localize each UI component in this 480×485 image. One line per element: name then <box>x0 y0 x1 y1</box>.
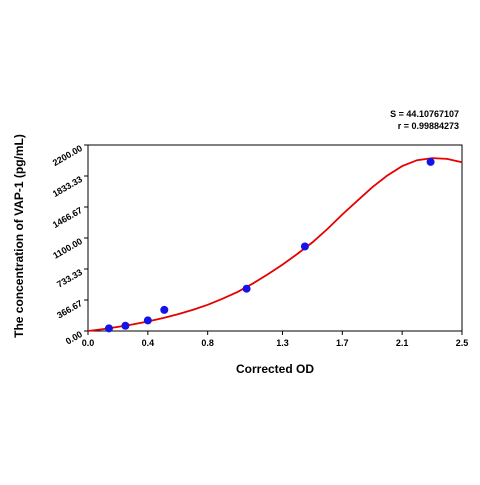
x-tick-label: 0.4 <box>142 338 155 348</box>
y-tick-label: 733.33 <box>55 267 84 289</box>
y-tick-label: 366.67 <box>55 298 84 320</box>
data-point <box>121 321 130 330</box>
plot-frame <box>87 144 463 332</box>
x-tick-label: 2.5 <box>456 338 469 348</box>
axes: 0.0 0.4 0.8 1.3 1.7 2.1 2.50.00366.67733.33110… <box>51 143 468 348</box>
s-value-label: S = 44.10767107 <box>390 109 459 119</box>
x-tick-label: 1.3 <box>276 338 289 348</box>
y-tick-label: 1466.67 <box>51 205 84 230</box>
x-tick-label: 0.8 <box>201 338 214 348</box>
r-value-label: r = 0.99884273 <box>397 121 459 131</box>
data-point <box>104 324 113 333</box>
x-axis-title: Corrected OD <box>236 362 314 376</box>
data-point <box>426 157 435 166</box>
data-point <box>160 305 169 314</box>
x-tick-label: 1.7 <box>336 338 349 348</box>
fit-curve-line <box>87 157 463 332</box>
y-tick-label: 1833.33 <box>51 174 84 199</box>
y-axis-title: The concentration of VAP-1 (pg/mL) <box>12 134 26 338</box>
data-point <box>300 242 309 251</box>
data-points-layer <box>104 157 435 333</box>
x-tick-label: 0.0 <box>82 338 95 348</box>
data-point <box>143 316 152 325</box>
fit-curve-layer <box>87 157 463 332</box>
x-tick-label: 2.1 <box>396 338 409 348</box>
y-tick-label: 1100.00 <box>51 236 84 261</box>
y-tick-label: 2200.00 <box>51 143 84 168</box>
data-point <box>242 284 251 293</box>
